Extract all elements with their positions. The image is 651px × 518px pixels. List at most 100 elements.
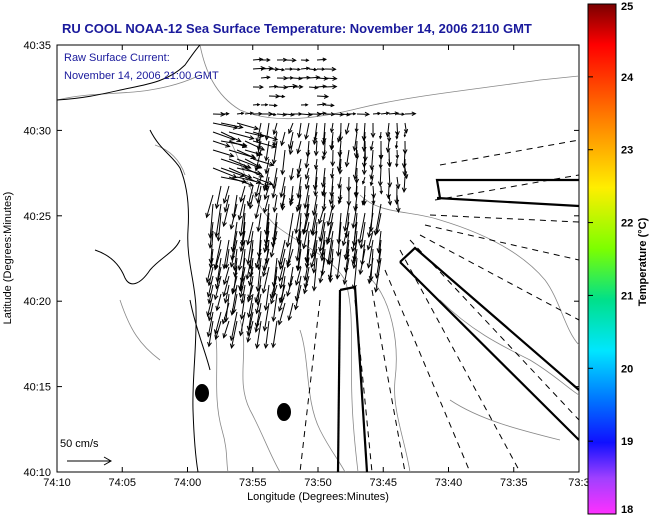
current-vector [316,111,327,116]
current-vector [244,158,263,169]
bathymetry-contour [371,279,411,472]
current-vector [260,58,271,62]
current-vector [223,284,230,304]
current-vector [330,140,335,151]
current-vector [359,221,366,250]
current-vector [287,302,294,322]
current-vector [366,239,374,269]
current-vector [244,111,254,116]
current-vector [318,221,326,253]
current-vector [351,257,358,290]
bathymetry-contour [239,319,281,472]
current-vector [260,75,271,80]
current-vector [355,149,360,160]
current-vector [252,158,275,167]
current-vector [304,167,310,180]
plot-area [56,44,580,473]
colorbar-tick-label: 19 [621,436,633,448]
current-vector [254,284,262,303]
current-vector [222,320,230,339]
current-vector [206,311,214,338]
current-vector [300,112,313,117]
bathymetry-contour [439,299,579,396]
current-vector [212,149,235,158]
current-vector [236,122,260,131]
current-vector [294,203,302,235]
current-vector [284,112,295,117]
colorbar-tick-label: 21 [621,290,633,302]
y-tick-label: 40:15 [23,382,51,394]
current-vector [311,239,318,274]
current-vector [256,212,262,233]
current-vector [207,320,214,348]
current-vector [379,185,384,195]
x-tick-label: 73:50 [304,477,332,489]
current-vector [292,67,302,72]
bathymetry-contour [154,144,186,176]
current-vector [213,275,222,301]
current-vector [394,140,399,150]
current-vector [371,185,377,199]
x-tick-label: 74:00 [174,477,202,489]
current-vector [276,67,286,72]
current-vector [288,122,294,135]
current-vector [229,239,238,268]
current-vector [252,103,261,107]
current-vector [300,103,309,107]
current-vector [371,194,376,206]
current-vector [232,257,238,278]
current-vector [335,221,342,257]
current-vector [344,122,350,136]
current-vector [337,176,343,190]
y-axis: 40:35 40:30 40:25 40:20 40:15 40:10 [23,40,579,479]
current-vector [336,212,342,245]
current-vector [228,176,255,187]
annotation-line-2: November 14, 2006 21:00 GMT [64,70,219,82]
current-vector [300,66,311,71]
current-vector [215,293,222,312]
current-vector [351,203,358,229]
current-vector [236,111,245,115]
current-vector [292,84,304,90]
current-vector [239,185,246,203]
current-vector [404,111,417,117]
y-axis-label: Latitude (Degrees:Minutes) [2,192,14,325]
current-vector [296,140,302,155]
current-vector [254,194,262,220]
colorbar [587,3,617,515]
current-vector [206,275,214,298]
current-vector [286,248,294,269]
chart-title: RU COOL NOAA-12 Sea Surface Temperature:… [62,21,532,36]
current-vector [284,83,298,89]
current-vector [403,122,409,134]
current-vector [357,212,366,245]
current-vector [221,302,230,325]
current-vector [395,194,401,214]
x-tick-label: 74:05 [108,477,136,489]
current-vector [246,293,254,319]
current-vector [215,257,222,283]
current-vector [316,94,330,99]
current-vector [340,112,351,117]
current-vector [308,75,321,80]
current-vector [263,320,270,349]
current-vector [246,284,254,303]
current-vector [237,194,246,221]
current-vector [284,76,295,80]
bathymetry-contour [57,74,201,101]
current-vector [276,94,286,99]
current-vector [231,275,238,295]
current-vector [403,167,409,180]
current-vector [350,221,358,253]
current-vector [394,185,400,205]
current-vector [224,248,230,270]
current-vector [229,203,238,230]
x-axis-label: Longitude (Degrees:Minutes) [247,491,389,503]
current-vector [395,176,401,190]
current-vector [252,57,264,62]
current-vector [324,84,338,90]
current-vector [301,221,310,250]
current-vector [348,112,357,116]
x-tick-label: 73:55 [239,477,267,489]
